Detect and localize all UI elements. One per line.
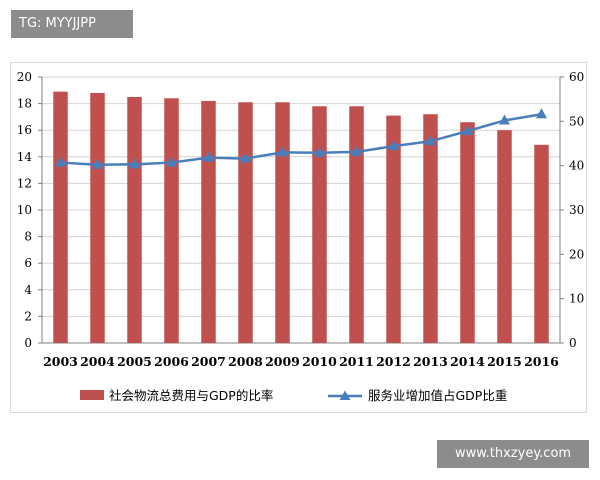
line-marker: [388, 140, 399, 151]
line-marker: [314, 146, 325, 157]
legend-swatch-bar: [80, 390, 104, 400]
bar: [127, 96, 142, 343]
legend-swatch-marker: [339, 390, 351, 400]
legend-label-bar: 社会物流总费用与GDP的比率: [109, 388, 273, 403]
bar: [275, 102, 290, 344]
line-marker: [240, 152, 251, 163]
x-tick-label: 2011: [339, 354, 374, 369]
left-tick-label: 0: [24, 336, 32, 350]
bar: [423, 114, 438, 344]
series-line: [60, 113, 542, 167]
x-tick-label: 2013: [413, 354, 448, 369]
x-tick-label: 2009: [265, 354, 300, 369]
bar: [349, 106, 364, 343]
left-tick-label: 18: [17, 97, 32, 111]
right-tick-label: 60: [569, 70, 584, 84]
bar-series: [53, 91, 549, 344]
left-tick-label: 2: [24, 309, 32, 323]
watermark-top: TG: MYYJJPP: [11, 10, 133, 38]
left-tick-label: 16: [17, 123, 32, 137]
bar: [497, 130, 512, 343]
bar: [312, 106, 327, 343]
bar: [386, 115, 401, 343]
bar: [534, 144, 549, 343]
right-tick-label: 50: [569, 114, 584, 128]
line-series: [55, 108, 547, 169]
x-tick-label: 2006: [154, 354, 189, 369]
line-marker: [92, 158, 103, 169]
left-tick-label: 4: [24, 283, 32, 297]
x-tick-label: 2008: [228, 354, 263, 369]
left-tick-label: 10: [17, 203, 32, 217]
bar: [53, 91, 68, 343]
left-tick-label: 8: [24, 230, 32, 244]
right-tick-label: 10: [569, 292, 584, 306]
right-tick-label: 20: [569, 247, 584, 261]
line-marker: [462, 125, 473, 136]
chart-frame: [10, 62, 587, 413]
right-tick-label: 40: [569, 159, 584, 173]
line-marker: [425, 135, 436, 146]
left-tick-label: 12: [17, 176, 32, 190]
x-tick-label: 2005: [117, 354, 152, 369]
line-marker: [203, 151, 214, 162]
bar: [201, 100, 216, 343]
bar: [90, 92, 105, 344]
line-marker: [129, 158, 140, 169]
left-tick-label: 14: [17, 150, 33, 164]
bar: [460, 122, 475, 343]
bar: [164, 98, 179, 343]
x-tick-label: 2007: [191, 354, 226, 369]
x-tick-label: 2004: [80, 354, 115, 369]
left-tick-label: 6: [24, 256, 32, 270]
x-tick-label: 2012: [376, 354, 411, 369]
legend-label-line: 服务业增加值占GDP比重: [368, 388, 507, 403]
x-tick-label: 2015: [487, 354, 522, 369]
watermark-bottom: www.thxzyey.com: [437, 440, 589, 468]
bar: [238, 102, 253, 344]
x-tick-label: 2014: [450, 354, 485, 369]
line-marker: [351, 145, 362, 156]
x-tick-label: 2016: [524, 354, 559, 369]
right-tick-label: 30: [569, 203, 584, 217]
line-marker: [55, 156, 66, 167]
gridlines: [42, 76, 560, 317]
line-marker: [536, 108, 547, 119]
left-tick-label: 20: [17, 70, 32, 84]
line-marker: [277, 146, 288, 157]
x-tick-label: 2003: [43, 354, 78, 369]
legend: 社会物流总费用与GDP的比率 服务业增加值占GDP比重: [80, 388, 507, 403]
x-tick-label: 2010: [302, 354, 337, 369]
line-marker: [499, 114, 510, 125]
line-marker: [166, 156, 177, 167]
right-tick-label: 0: [569, 336, 577, 350]
